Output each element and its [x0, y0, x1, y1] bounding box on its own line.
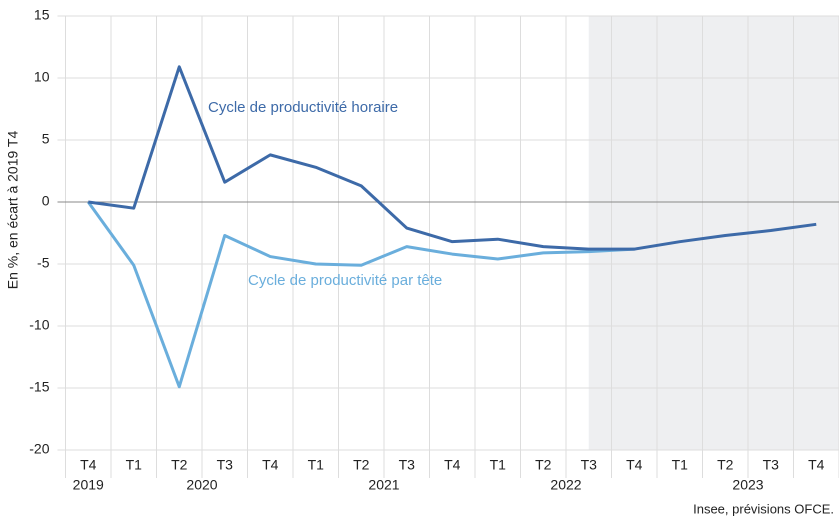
series-label: Cycle de productivité par tête — [248, 272, 442, 289]
year-label: 2022 — [550, 477, 581, 493]
x-tick-label: T3 — [399, 457, 416, 473]
y-tick-label: 10 — [34, 69, 50, 85]
x-tick-label: T1 — [672, 457, 689, 473]
year-label: 2020 — [186, 477, 217, 493]
y-tick-label: -15 — [29, 379, 49, 395]
y-tick-label: 15 — [34, 7, 50, 23]
x-tick-label: T3 — [763, 457, 780, 473]
y-tick-label: -5 — [37, 255, 50, 271]
series-line — [88, 65, 817, 251]
x-tick-label: T1 — [308, 457, 325, 473]
source: Insee, prévisions OFCE. — [693, 501, 834, 516]
y-tick-label: -10 — [29, 317, 49, 333]
year-label: 2023 — [732, 477, 763, 493]
year-label: 2021 — [368, 477, 399, 493]
x-tick-label: T2 — [717, 457, 734, 473]
series-label: Cycle de productivité horaire — [208, 99, 398, 116]
x-tick-label: T4 — [444, 457, 461, 473]
y-tick-label: 5 — [42, 131, 50, 147]
x-tick-label: T1 — [126, 457, 143, 473]
x-tick-label: T4 — [808, 457, 825, 473]
x-tick-label: T4 — [80, 457, 97, 473]
x-tick-label: T4 — [626, 457, 643, 473]
x-tick-label: T2 — [353, 457, 370, 473]
x-tick-label: T3 — [217, 457, 234, 473]
y-tick-label: -20 — [29, 441, 49, 457]
y-axis-title: En %, en écart à 2019 T4 — [5, 131, 21, 290]
y-tick-label: 0 — [42, 193, 50, 209]
x-tick-label: T2 — [171, 457, 188, 473]
x-tick-label: T2 — [535, 457, 552, 473]
year-label: 2019 — [73, 477, 104, 493]
x-tick-label: T4 — [262, 457, 279, 473]
forecast-area — [588, 16, 839, 450]
x-tick-label: T1 — [490, 457, 507, 473]
series-line — [87, 201, 635, 389]
x-tick-label: T3 — [581, 457, 598, 473]
